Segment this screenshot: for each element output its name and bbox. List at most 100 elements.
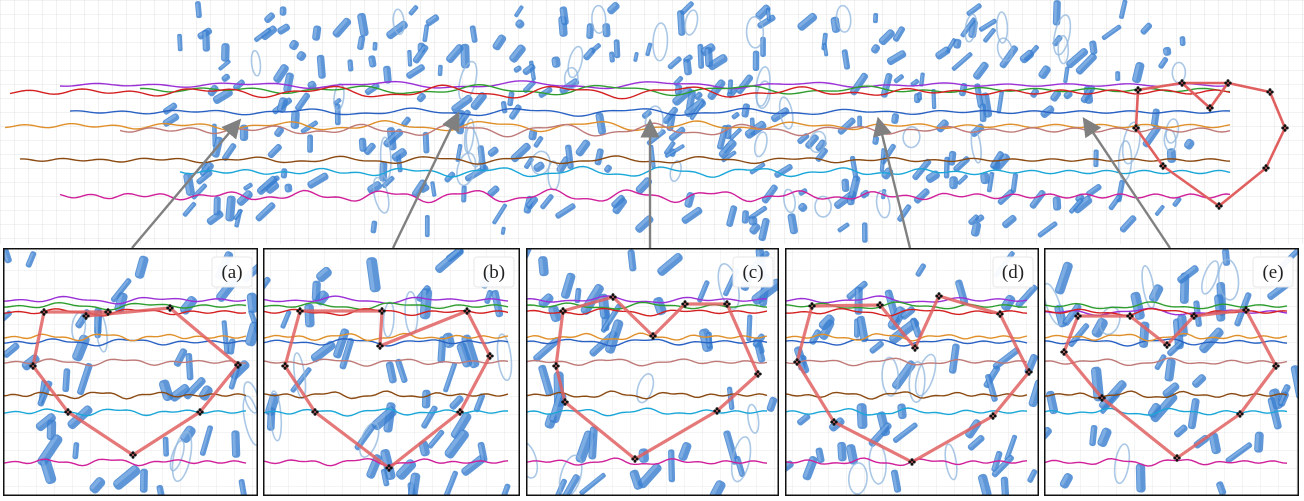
obstacle-cylinder [492, 203, 508, 225]
obstacle-cylinder [758, 217, 770, 242]
formation-waypoint-marker [385, 464, 393, 472]
obstacle-cylinder [892, 26, 906, 42]
obstacle-cylinder [199, 385, 213, 401]
obstacle-cylinder [1162, 382, 1180, 398]
obstacle-ring [881, 356, 900, 397]
obstacle-cylinder [1086, 183, 1102, 197]
obstacle-ring [778, 96, 794, 130]
obstacle-ring [652, 22, 669, 62]
obstacle-cylinder [1179, 36, 1186, 47]
obstacle-cylinder [347, 59, 354, 72]
obstacle-cylinder [586, 23, 594, 40]
obstacle-cylinder [560, 272, 576, 299]
obstacle-cylinder [177, 33, 183, 52]
overview-obstacles [162, 0, 1195, 243]
obstacle-cylinder [430, 181, 437, 197]
formation-waypoint-marker [129, 451, 137, 459]
obstacle-cylinder [246, 292, 258, 313]
formation-waypoint-marker [29, 362, 37, 370]
trajectory-line [1044, 457, 1288, 467]
obstacle-cylinder [416, 92, 426, 103]
formation-waypoint-marker [296, 307, 304, 315]
formation-waypoint-marker [1163, 341, 1171, 349]
formation-waypoint-marker [456, 408, 464, 416]
obstacle-cylinder [371, 406, 397, 431]
formation-waypoint-marker [989, 412, 997, 420]
obstacle-cylinder [225, 195, 236, 222]
formation-waypoint-marker [1060, 348, 1068, 356]
trajectory-line [3, 408, 247, 417]
obstacle-cylinder [421, 389, 431, 409]
formation-waypoint-marker [935, 292, 943, 300]
obstacle-cylinder [221, 320, 230, 355]
obstacle-cylinder [559, 6, 569, 26]
obstacle-cylinder [1063, 90, 1073, 100]
formation-waypoint-marker [552, 362, 560, 370]
formation-waypoint-marker [311, 408, 319, 416]
obstacle-ring [944, 443, 958, 481]
obstacle-cylinder [477, 441, 488, 463]
obstacle-cylinder [385, 361, 397, 384]
obstacle-cylinder [846, 444, 858, 465]
trajectory-line [1044, 338, 1288, 347]
formation-waypoint-marker [104, 308, 112, 316]
obstacle-cylinder [513, 65, 522, 73]
obstacle-cylinder [1199, 327, 1224, 354]
obstacle-ring [496, 333, 513, 382]
formation-waypoint-marker [559, 307, 567, 315]
obstacle-cylinder [311, 280, 321, 302]
obstacle-cylinder [841, 178, 850, 192]
obstacle-cylinder [487, 146, 499, 157]
trajectory-line [263, 408, 509, 417]
obstacle-cylinder [668, 449, 676, 483]
obstacle-ring [456, 152, 477, 187]
trajectory-line [785, 295, 1028, 304]
obstacle-cylinder [837, 222, 850, 233]
obstacle-cylinder [968, 214, 980, 226]
obstacle-cylinder [847, 175, 861, 202]
obstacle-ring [372, 176, 390, 214]
panel-label: (c) [742, 262, 763, 283]
obstacle-cylinder [635, 177, 653, 194]
obstacle-cylinder [1184, 138, 1195, 150]
panel-label-badge [211, 256, 253, 288]
obstacle-cylinder [1208, 432, 1221, 455]
obstacle-cylinder [1164, 358, 1176, 382]
obstacle-cylinder [289, 39, 299, 51]
trajectory-line [526, 307, 768, 317]
obstacle-cylinder [25, 251, 37, 268]
obstacle-ring [269, 390, 283, 442]
obstacle-cylinder [583, 47, 596, 61]
obstacle-cylinder [986, 171, 995, 193]
panel-label-badge [1252, 256, 1294, 288]
obstacle-cylinder [996, 90, 1004, 114]
formation-waypoint-marker [1173, 454, 1181, 462]
obstacle-ring [169, 439, 185, 472]
obstacle-cylinder [199, 425, 214, 456]
obstacle-cylinder [1093, 149, 1099, 168]
obstacle-cylinder [455, 143, 463, 162]
obstacle-cylinder [310, 340, 336, 363]
obstacle-cylinder [892, 422, 918, 443]
obstacle-cylinder [869, 340, 884, 354]
obstacle-cylinder [1029, 189, 1046, 209]
obstacle-cylinder [871, 44, 881, 54]
obstacle-cylinder [1135, 463, 1146, 493]
formation-waypoint-marker [1190, 312, 1198, 320]
obstacle-cylinder [231, 430, 241, 458]
obstacle-cylinder [162, 436, 169, 457]
panel-e: (e) [1044, 248, 1299, 496]
formation-waypoint-marker [830, 418, 838, 426]
formation-waypoint-marker [681, 300, 689, 308]
obstacle-cylinder [364, 82, 380, 96]
obstacle-cylinder [406, 64, 425, 79]
obstacle-cylinder [1119, 0, 1128, 19]
obstacle-cylinder [931, 88, 937, 110]
callout-arrow [1082, 117, 1171, 249]
trajectory-line [785, 307, 1028, 317]
obstacle-cylinder [1052, 196, 1062, 211]
obstacle-cylinder [1158, 56, 1169, 69]
panel-border [1044, 248, 1299, 496]
obstacle-cylinder [1254, 431, 1264, 453]
obstacle-cylinder [657, 252, 683, 276]
